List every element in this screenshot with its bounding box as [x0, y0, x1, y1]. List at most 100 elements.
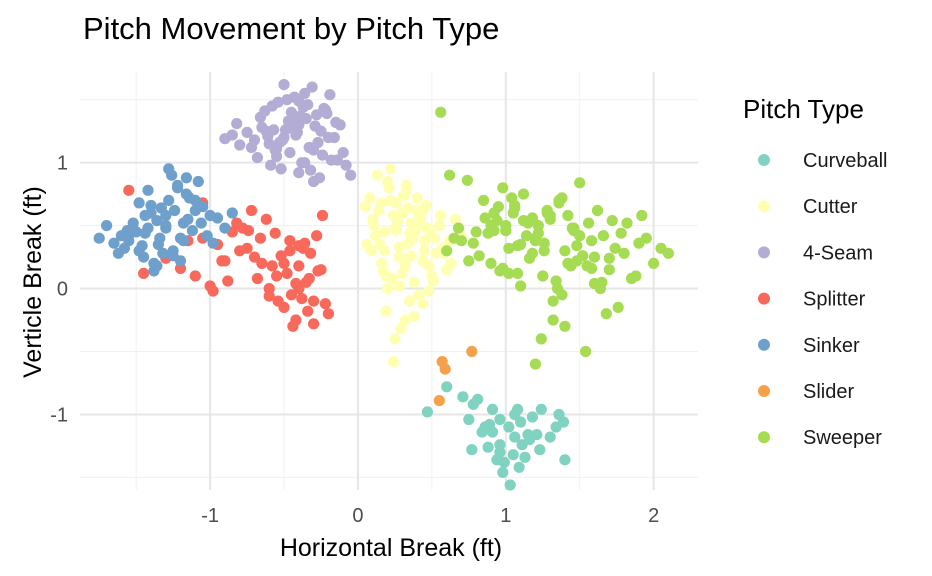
point-cutter [401, 179, 413, 191]
point-cutter [390, 197, 402, 209]
point-splitter [319, 298, 331, 310]
point-splitter [312, 265, 324, 277]
point-sweeper [511, 240, 524, 252]
point-cutter [365, 245, 377, 257]
point-sinker [207, 237, 219, 249]
x-tick-label: 0 [352, 505, 363, 527]
point-sweeper [655, 242, 667, 254]
point-cutter [430, 247, 442, 259]
point-cutter [405, 250, 417, 262]
point-cutter [413, 289, 425, 301]
point-sweeper [612, 301, 624, 313]
point-splitter [271, 270, 283, 282]
point-curveball [544, 431, 556, 443]
point-cutter [359, 201, 371, 213]
point-sweeper [606, 215, 618, 227]
point-sweeper [556, 289, 568, 301]
point-4-seam [309, 120, 321, 132]
point-sweeper [541, 207, 553, 219]
point-cutter [414, 217, 426, 229]
y-tick-label: 1 [57, 153, 68, 175]
point-curveball [503, 421, 515, 433]
point-curveball [482, 441, 494, 453]
point-4-seam [262, 130, 274, 142]
legend-key-slider [758, 385, 770, 397]
point-sinker [177, 235, 190, 247]
point-cutter [396, 252, 408, 264]
point-4-seam [251, 152, 263, 164]
point-sweeper [467, 237, 479, 249]
point-sweeper [517, 215, 530, 227]
point-splitter [281, 267, 293, 279]
point-sinker [186, 225, 198, 237]
legend-key-cutter [758, 200, 770, 213]
axis-ticks: -1 0 1 2 -1 0 1 [50, 153, 659, 527]
point-cutter [379, 226, 391, 238]
point-slider [433, 395, 445, 407]
point-splitter [287, 320, 299, 332]
point-sweeper [526, 212, 539, 224]
point-splitter [290, 277, 302, 290]
point-curveball [466, 444, 478, 456]
point-4-seam [305, 164, 317, 176]
point-sinker [177, 217, 190, 229]
point-sinker [180, 172, 192, 184]
legend-key-4-seam [758, 246, 770, 259]
point-sweeper [550, 275, 562, 287]
legend-key-sinker [758, 338, 770, 351]
legend: Curveball Cutter 4-Seam Splitter Sinker Slide… [758, 150, 887, 449]
point-curveball [511, 403, 524, 415]
point-sweeper [473, 250, 485, 262]
point-cutter [387, 356, 399, 368]
point-splitter [123, 184, 135, 196]
point-sweeper [559, 320, 571, 332]
point-splitter [308, 318, 320, 330]
chart-title: Pitch Movement by Pitch Type [83, 11, 499, 46]
point-sinker [172, 179, 184, 191]
point-cutter [384, 163, 397, 175]
point-4-seam [306, 81, 318, 93]
point-4-seam [245, 141, 258, 154]
y-tick-label: 0 [57, 279, 68, 301]
point-sweeper [568, 225, 580, 237]
point-sweeper [515, 280, 527, 292]
point-splitter [245, 204, 258, 217]
point-splitter [189, 270, 201, 282]
point-curveball [516, 439, 528, 451]
point-sinker [160, 222, 172, 234]
point-sweeper [497, 182, 509, 194]
point-sweeper [448, 232, 460, 244]
point-4-seam [231, 118, 243, 130]
point-cutter [398, 189, 410, 201]
point-sinker [163, 163, 175, 175]
point-splitter [269, 227, 281, 239]
point-4-seam [337, 147, 349, 159]
point-splitter [284, 245, 296, 257]
point-sweeper [529, 235, 542, 247]
point-curveball [515, 416, 527, 428]
point-cutter [418, 235, 431, 247]
point-slider [466, 345, 478, 358]
point-splitter [256, 257, 268, 269]
point-sinker [101, 220, 113, 232]
point-splitter [311, 230, 323, 242]
point-curveball [509, 431, 521, 443]
point-4-seam [285, 121, 297, 133]
plot-points [93, 79, 675, 491]
point-cutter [415, 207, 428, 219]
point-splitter [222, 275, 234, 287]
point-4-seam [318, 102, 330, 115]
point-cutter [399, 314, 411, 326]
point-splitter [285, 289, 297, 301]
point-curveball [526, 411, 539, 423]
point-4-seam [272, 96, 284, 108]
point-sweeper [506, 192, 518, 204]
point-4-seam [302, 99, 314, 111]
point-curveball [531, 429, 543, 441]
point-cutter [408, 276, 420, 288]
point-cutter [370, 230, 382, 242]
point-curveball [486, 403, 499, 415]
point-curveball [535, 403, 547, 415]
point-4-seam [303, 141, 315, 154]
x-tick-label: 2 [648, 505, 659, 527]
